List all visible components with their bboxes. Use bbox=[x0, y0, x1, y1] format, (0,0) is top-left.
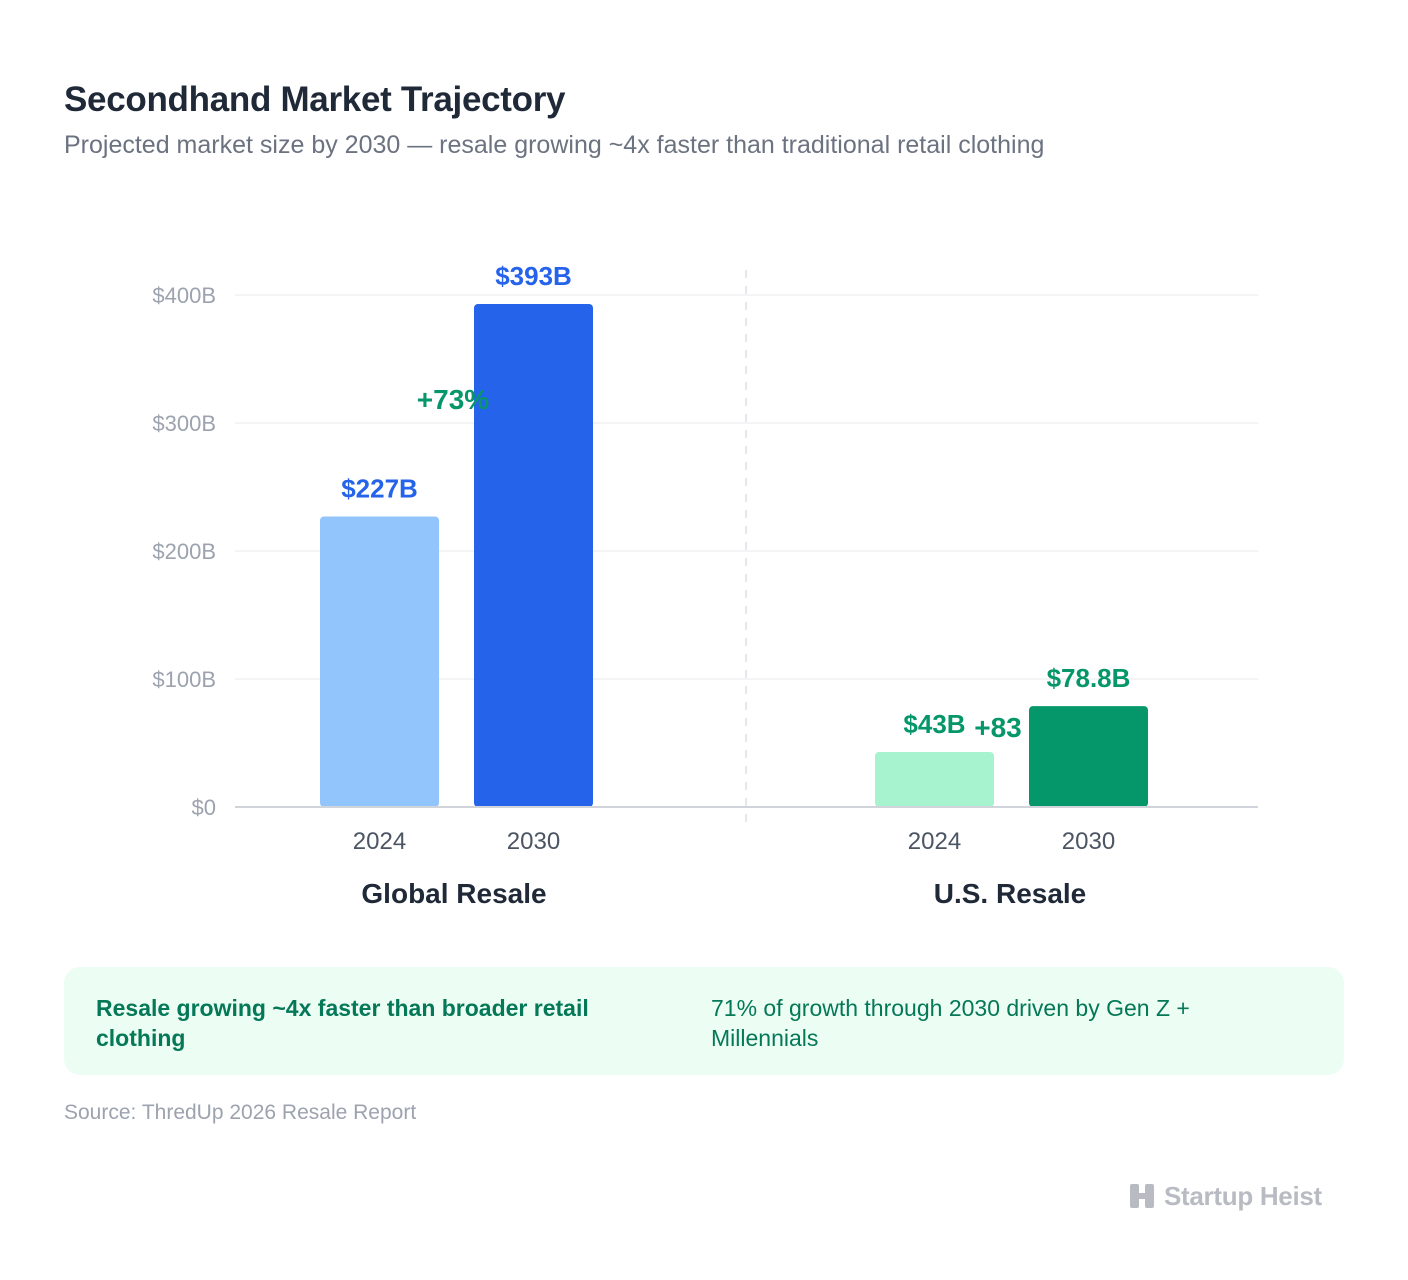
x-category-label: 2030 bbox=[1062, 828, 1115, 855]
group-label: Global Resale bbox=[361, 878, 546, 909]
source-note: Source: ThredUp 2026 Resale Report bbox=[64, 1101, 417, 1124]
y-tick-label: $0 bbox=[192, 795, 216, 820]
bar-value-label: $227B bbox=[341, 473, 418, 503]
bar-chart: $0 $100B $200B $300B $400B $227B 2024 $393B 2030… bbox=[152, 261, 1258, 909]
brand-logo: Startup Heist bbox=[1128, 1180, 1322, 1212]
y-tick-label: $100B bbox=[152, 667, 216, 692]
group-label: U.S. Resale bbox=[934, 878, 1087, 909]
x-category-label: 2030 bbox=[507, 828, 560, 855]
callout-right-text: 71% of growth through 2030 driven by Gen… bbox=[711, 995, 1190, 1051]
bar-value-label: $43B bbox=[903, 709, 965, 739]
growth-label: +73% bbox=[417, 384, 489, 415]
y-tick-label: $200B bbox=[152, 539, 216, 564]
insight-callout: Resale growing ~4x faster than broader r… bbox=[64, 967, 1344, 1075]
chart-subtitle: Projected market size by 2030 — resale g… bbox=[64, 131, 1045, 159]
startup-heist-logo-icon bbox=[1130, 1184, 1154, 1208]
bar-value-label: $393B bbox=[495, 261, 572, 291]
y-tick-label: $300B bbox=[152, 411, 216, 436]
callout-left-text: Resale growing ~4x faster than broader r… bbox=[96, 995, 589, 1051]
chart-title: Secondhand Market Trajectory bbox=[64, 80, 566, 119]
x-category-label: 2024 bbox=[353, 828, 406, 855]
x-category-label: 2024 bbox=[908, 828, 961, 855]
y-tick-label: $400B bbox=[152, 283, 216, 308]
bar bbox=[474, 303, 593, 807]
bar-value-label: $78.8B bbox=[1047, 663, 1131, 693]
bar bbox=[320, 516, 439, 807]
bar bbox=[1029, 706, 1148, 807]
brand-name: Startup Heist bbox=[1164, 1180, 1322, 1211]
bar bbox=[875, 751, 994, 807]
growth-label: +83 bbox=[974, 712, 1022, 743]
